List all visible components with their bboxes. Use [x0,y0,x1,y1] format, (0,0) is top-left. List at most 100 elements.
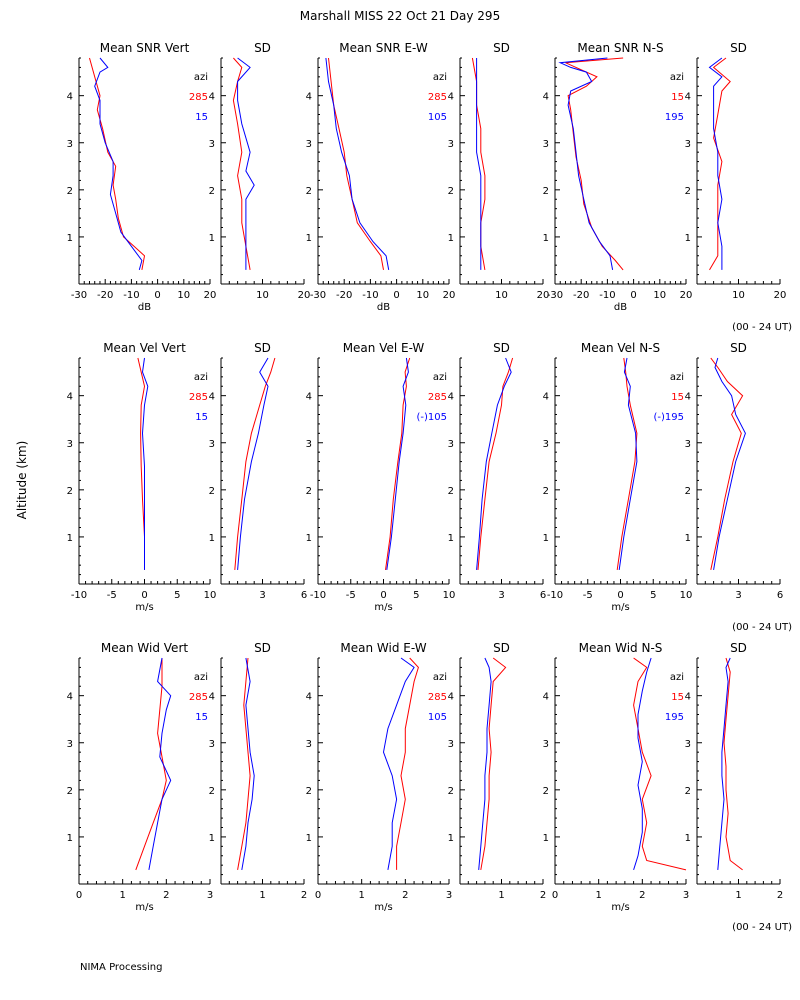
y-tick-label: 1 [306,833,312,844]
y-tick-label: 1 [306,233,312,244]
x-tick-label: 10 [177,290,190,301]
legend-header: azi [433,72,447,83]
legend-header: azi [194,372,208,383]
y-tick-label: 3 [543,739,549,750]
series-line [708,57,723,270]
y-tick-label: 3 [306,439,312,450]
x-tick-label: 6 [540,590,546,601]
y-tick-label: 2 [209,186,215,197]
y-tick-label: 3 [306,139,312,150]
chart-panel: SD 1 2 3 4 3 6 [685,341,784,601]
figure-title: Marshall MISS 22 Oct 21 Day 295 [300,9,500,23]
chart-panel: Mean SNR N-S 1 2 3 4 -30 -20 -10 0 10 20 dB azi 15 195 [543,41,693,313]
panel-title: SD [730,341,747,355]
chart-panel: SD 1 2 3 4 10 20 [448,41,550,301]
x-tick-label: 1 [259,890,265,901]
legend-entry: 15 [671,392,684,403]
legend-header: azi [433,672,447,683]
legend-entry: 285 [428,692,447,703]
legend-entry: (-)105 [417,412,448,423]
series-line [709,57,731,271]
y-tick-label: 4 [67,392,73,403]
y-tick-label: 2 [448,186,454,197]
x-tick-label: -10 [71,590,87,601]
chart-panel: SD 1 2 3 4 10 20 [209,41,311,301]
panel-title: SD [493,641,510,655]
x-tick-label: -20 [336,290,352,301]
legend-entry: 285 [189,392,208,403]
chart-panel: Mean SNR Vert 1 2 3 4 -30 -20 -10 0 10 20 dB azi 285 1… [67,41,217,313]
chart-panel: SD 1 2 3 4 3 6 [448,341,547,601]
y-tick-label: 4 [67,692,73,703]
panel-title: Mean SNR E-W [339,41,428,55]
chart-panel: Mean Wid Vert 1 2 3 4 0 1 2 3 m/s azi 285 15 [67,641,214,913]
y-tick-label: 2 [67,486,73,497]
panel-title: Mean Wid Vert [101,641,188,655]
y-tick-label: 4 [209,92,215,103]
series-line [558,57,614,270]
series-line [386,357,409,570]
series-line [476,357,512,570]
series-line [234,357,276,570]
y-tick-label: 3 [67,739,73,750]
y-tick-label: 3 [448,139,454,150]
y-tick-label: 4 [543,392,549,403]
chart-panel: Mean Wid N-S 1 2 3 4 0 1 2 3 m/s azi 15 195 [543,641,690,913]
y-tick-label: 1 [685,233,691,244]
panel-title: Mean Wid N-S [579,641,663,655]
y-tick-label: 2 [209,786,215,797]
legend-entry: (-)195 [654,412,685,423]
x-tick-label: 20 [204,290,217,301]
series-line [478,657,492,870]
legend-entry: 285 [428,92,447,103]
x-tick-label: -20 [97,290,113,301]
chart-panel: SD 1 2 3 4 1 2 [209,641,308,901]
series-line [148,657,172,870]
x-tick-label: 2 [540,890,546,901]
legend-header: azi [194,672,208,683]
series-line [237,657,251,870]
series-line [141,357,149,570]
panel-title: Mean Vel E-W [343,341,425,355]
x-axis-label: m/s [611,902,629,913]
legend-entry: 15 [671,92,684,103]
series-line [237,357,269,570]
legend-header: azi [670,372,684,383]
y-tick-label: 4 [685,392,691,403]
x-tick-label: 5 [650,590,656,601]
y-tick-label: 3 [685,739,691,750]
x-tick-label: 5 [413,590,419,601]
series-line [94,57,143,271]
x-tick-label: 6 [777,590,783,601]
legend-entry: 105 [428,112,447,123]
footer-note: NIMA Processing [80,962,162,973]
ut-note: (00 - 24 UT) [732,322,792,333]
x-tick-label: 1 [119,890,125,901]
y-tick-label: 4 [685,92,691,103]
x-axis-label: m/s [374,902,392,913]
x-tick-label: 0 [154,290,160,301]
y-tick-label: 2 [209,486,215,497]
x-tick-label: 3 [446,890,452,901]
x-tick-label: 10 [416,290,429,301]
y-tick-label: 3 [209,139,215,150]
x-tick-label: -10 [123,290,139,301]
series-line [723,657,743,871]
y-tick-label: 3 [543,139,549,150]
y-tick-label: 4 [306,692,312,703]
x-tick-label: 10 [495,290,508,301]
x-tick-label: -30 [310,290,326,301]
y-tick-label: 2 [67,786,73,797]
panel-title: Mean SNR Vert [100,41,190,55]
x-tick-label: 10 [256,290,269,301]
chart-panel: SD 1 2 3 4 3 6 [209,341,308,601]
panel-title: SD [254,641,271,655]
x-tick-label: 2 [301,890,307,901]
x-tick-label: 10 [732,290,745,301]
x-tick-label: -10 [310,590,326,601]
series-line [237,57,255,270]
x-tick-label: 3 [683,890,689,901]
legend-entry: 15 [195,712,208,723]
series-line [137,357,146,570]
